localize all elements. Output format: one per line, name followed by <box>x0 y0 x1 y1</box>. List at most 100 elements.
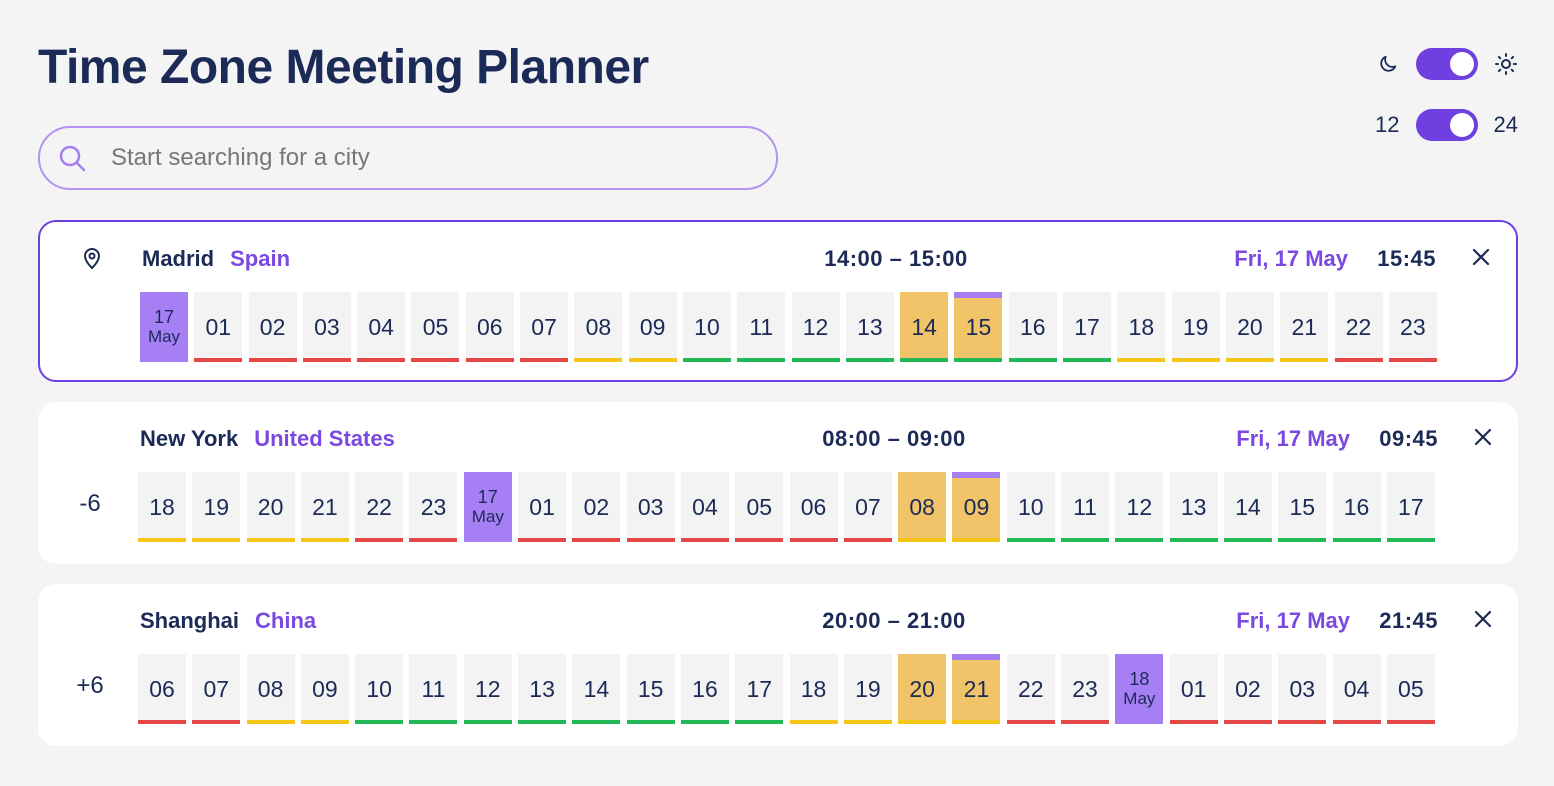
hour-cell[interactable]: 23 <box>1388 292 1437 362</box>
hour-cell[interactable]: 14 <box>1223 472 1272 542</box>
hour-label: 19 <box>203 493 230 520</box>
day-marker[interactable]: 17 May <box>463 472 512 542</box>
close-icon[interactable] <box>1468 244 1494 270</box>
hour-cell[interactable]: 22 <box>355 472 404 542</box>
hour-cell[interactable]: 06 <box>789 472 838 542</box>
hour-cell[interactable]: 16 <box>680 654 729 724</box>
hour-cell[interactable]: 03 <box>626 472 675 542</box>
day-number: 18 <box>1129 669 1150 689</box>
hour-cell[interactable]: 03 <box>1278 654 1327 724</box>
timezone-card[interactable]: -6 New York United States 08:00 – 09:00 Fri,… <box>38 402 1518 564</box>
hour-label: 11 <box>421 675 446 702</box>
availability-bar <box>192 538 241 542</box>
hour-cell[interactable]: 09 <box>628 292 677 362</box>
hour-cell[interactable]: 13 <box>845 292 894 362</box>
hour-cell[interactable]: 16 <box>1332 472 1381 542</box>
hour-label: 02 <box>583 493 610 520</box>
hour-cell[interactable]: 12 <box>463 654 512 724</box>
close-icon[interactable] <box>1470 424 1496 450</box>
hour-cell[interactable]: 02 <box>572 472 621 542</box>
hour-label: 12 <box>1126 493 1153 520</box>
hour-label: 04 <box>1343 675 1370 702</box>
hour-cell[interactable]: 15 <box>1278 472 1327 542</box>
hour-cell[interactable]: 10 <box>355 654 404 724</box>
hour-cell[interactable]: 17 <box>1386 472 1435 542</box>
hour-cell[interactable]: 20 <box>1225 292 1274 362</box>
availability-bar <box>246 538 295 542</box>
hour-cell[interactable]: 16 <box>1008 292 1057 362</box>
hour-cell[interactable]: 07 <box>843 472 892 542</box>
availability-bar <box>572 720 621 724</box>
hour-cell[interactable]: 17 <box>1063 292 1112 362</box>
hour-cell[interactable]: 18 <box>138 472 186 542</box>
hour-cell[interactable]: 21 <box>1280 292 1329 362</box>
day-marker[interactable]: 18 May <box>1115 654 1164 724</box>
hour-cell[interactable]: 05 <box>735 472 784 542</box>
hour-cell[interactable]: 08 <box>898 472 947 542</box>
hour-cell[interactable]: 08 <box>246 654 295 724</box>
format-toggle[interactable] <box>1415 109 1478 141</box>
city-name: Shanghai China <box>140 608 316 634</box>
hour-cell[interactable]: 01 <box>518 472 567 542</box>
hour-cell[interactable]: 07 <box>192 654 241 724</box>
close-icon[interactable] <box>1470 606 1496 632</box>
hour-cell[interactable]: 03 <box>302 292 351 362</box>
hour-cell[interactable]: 11 <box>1061 472 1110 542</box>
hour-cell[interactable]: 01 <box>194 292 243 362</box>
hour-cell[interactable]: 02 <box>248 292 297 362</box>
hour-cell[interactable]: 19 <box>192 472 241 542</box>
hour-cell[interactable]: 19 <box>843 654 892 724</box>
hour-cell[interactable]: 04 <box>357 292 406 362</box>
hour-label: 23 <box>420 493 447 520</box>
hour-cell[interactable]: 15 <box>954 292 1003 362</box>
hour-cell[interactable]: 09 <box>952 472 1001 542</box>
hour-label: 03 <box>1289 675 1316 702</box>
hour-cell[interactable]: 05 <box>1386 654 1435 724</box>
hour-cell[interactable]: 20 <box>898 654 947 724</box>
hour-cell[interactable]: 18 <box>1117 292 1166 362</box>
hour-cell[interactable]: 11 <box>737 292 786 362</box>
hour-cell[interactable]: 04 <box>1332 654 1381 724</box>
format-12-label: 12 <box>1375 112 1400 137</box>
hour-cell[interactable]: 09 <box>300 654 349 724</box>
hour-cell[interactable]: 23 <box>1061 654 1110 724</box>
timezone-card[interactable]: Madrid Spain 14:00 – 15:00 Fri, 17 May 15:45… <box>38 220 1518 382</box>
hour-cell[interactable]: 04 <box>680 472 729 542</box>
hour-cell[interactable]: 15 <box>626 654 675 724</box>
hour-cell[interactable]: 07 <box>520 292 569 362</box>
hour-cell[interactable]: 23 <box>409 472 458 542</box>
hour-cell[interactable]: 05 <box>411 292 460 362</box>
timezone-card[interactable]: +6 Shanghai China 20:00 – 21:00 Fri, 17 May 2… <box>38 584 1518 746</box>
hour-cell[interactable]: 12 <box>1115 472 1164 542</box>
city-label: Madrid <box>142 246 215 271</box>
hour-cell[interactable]: 22 <box>1334 292 1383 362</box>
hour-cell[interactable]: 10 <box>1006 472 1055 542</box>
hour-label: 13 <box>1180 493 1207 520</box>
hour-cell[interactable]: 20 <box>246 472 295 542</box>
current-date: Fri, 17 May <box>1236 608 1350 633</box>
city-search[interactable] <box>38 126 778 190</box>
country-label: United States <box>254 426 395 451</box>
hour-cell[interactable]: 08 <box>574 292 623 362</box>
search-input[interactable] <box>111 144 711 172</box>
hour-cell[interactable]: 14 <box>572 654 621 724</box>
day-marker[interactable]: 17 May <box>140 292 188 362</box>
hour-cell[interactable]: 06 <box>465 292 514 362</box>
hour-cell[interactable]: 12 <box>791 292 840 362</box>
theme-toggle[interactable] <box>1416 48 1478 80</box>
hour-cell[interactable]: 13 <box>1169 472 1218 542</box>
hour-cell[interactable]: 02 <box>1223 654 1272 724</box>
hour-cell[interactable]: 11 <box>409 654 458 724</box>
hour-cell[interactable]: 06 <box>138 654 186 724</box>
hour-cell[interactable]: 21 <box>300 472 349 542</box>
hour-cell[interactable]: 10 <box>682 292 731 362</box>
hour-cell[interactable]: 18 <box>789 654 838 724</box>
hour-cell[interactable]: 17 <box>735 654 784 724</box>
hour-cell[interactable]: 22 <box>1006 654 1055 724</box>
hour-label: 11 <box>749 313 774 340</box>
hour-cell[interactable]: 19 <box>1171 292 1220 362</box>
hour-cell[interactable]: 14 <box>900 292 949 362</box>
hour-cell[interactable]: 01 <box>1169 654 1218 724</box>
hour-cell[interactable]: 21 <box>952 654 1001 724</box>
hour-cell[interactable]: 13 <box>518 654 567 724</box>
